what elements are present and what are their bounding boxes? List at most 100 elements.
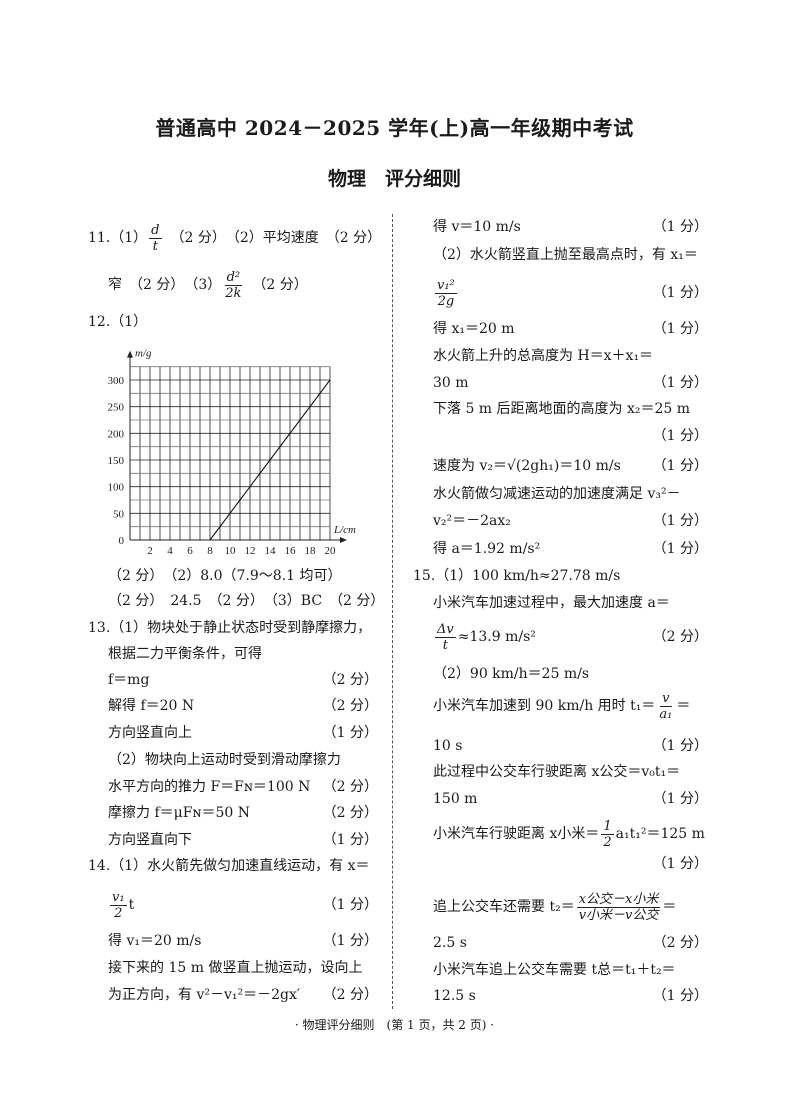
fraction-denominator: t [152, 238, 158, 254]
answer-text: v₂²＝－2ax₂ [433, 513, 511, 529]
answer-line: 小米汽车行驶距离 x小米＝ 1 2 a₁t₁²＝125 m [433, 819, 705, 850]
fraction-denominator: v小米－v公交 [578, 907, 659, 923]
answer-line: 速度为 v₂＝√(2gh₁)＝10 m/s [433, 455, 621, 477]
y-axis-arrow-icon [127, 350, 133, 358]
answer-text: ＝ [662, 899, 677, 915]
fraction-numerator: d² [224, 269, 243, 286]
answer-line: 窄 （2 分） （3） d² 2k （2 分） [108, 270, 308, 301]
answer-line: （2）90 km/h＝25 m/s [433, 663, 589, 685]
answer-text: 窄 （2 分） （3） [108, 277, 222, 293]
mass-length-chart: 2 4 6 8 10 12 14 16 18 20050100150200250300m/gL/c… [108, 348, 357, 557]
score-label: （2 分） [322, 987, 378, 1003]
score-label: （1 分） [652, 988, 708, 1004]
answer-text: 30 m [433, 375, 469, 391]
answer-text: 水平方向的推力 F＝Fɴ＝100 N [108, 779, 311, 795]
answer-line: 摩擦力 f＝μFɴ＝50 N [108, 802, 250, 824]
answer-text: 得 v₁＝20 m/s [108, 933, 202, 949]
answer-line: （2 分） （2）8.0（7.9～8.1 均可） [108, 565, 342, 587]
fraction-numerator: Δv [435, 621, 456, 638]
answer-line: 150 m [433, 788, 477, 810]
answer-text: （2 分） 24.5 （2 分） （3）BC （2 分） [108, 593, 385, 609]
fraction: Δv t [435, 622, 456, 653]
score-label: （1 分） [322, 725, 378, 741]
answer-text: 10 s [433, 738, 463, 754]
fraction-numerator: x公交－x小米 [576, 891, 661, 908]
answer-text: （2 分） （2）8.0（7.9～8.1 均可） [108, 568, 342, 584]
answer-text: 小米汽车行驶距离 x小米＝ [433, 826, 600, 842]
fraction-denominator: 2 [114, 905, 123, 921]
answer-line: 11.（1） d t （2 分） （2）平均速度 （2 分） [88, 223, 382, 254]
answer-line: 接下来的 15 m 做竖直上抛运动，设向上 [108, 957, 362, 979]
fraction: d² 2k [223, 270, 243, 301]
answer-line: f＝mg [108, 669, 149, 691]
fraction-denominator: 2g [437, 293, 455, 309]
answer-text: 13.（1）物块处于静止状态时受到静摩擦力， [88, 620, 372, 636]
score-label: （1 分） [652, 541, 708, 557]
answer-text: 得 x₁＝20 m [433, 321, 515, 337]
answer-text: 小米汽车追上公交车需要 t总＝t₁＋t₂＝ [433, 962, 676, 978]
y-axis-label: m/g [135, 348, 152, 360]
fraction-denominator: t [442, 637, 448, 653]
x-tick-label: 14 [265, 545, 277, 557]
answer-line: 小米汽车追上公交车需要 t总＝t₁＋t₂＝ [433, 959, 676, 981]
answer-text: 方向竖直向上 [108, 725, 192, 741]
answer-line: 下落 5 m 后距离地面的高度为 x₂＝25 m [433, 398, 690, 420]
x-axis-arrow-icon [340, 537, 347, 543]
fraction-numerator: v₁ [110, 889, 127, 906]
answer-text: 根据二力平衡条件，可得 [108, 646, 262, 662]
answer-line: 30 m [433, 372, 469, 394]
score-label: （2 分） [322, 779, 378, 795]
answer-line: 为正方向，有 v²－v₁²＝－2gx′ [108, 984, 300, 1006]
x-tick-label: 2 [147, 545, 153, 557]
answer-text: ＝ [676, 698, 691, 714]
answer-line: 此过程中公交车行驶距离 x公交＝v₀t₁＝ [433, 761, 680, 783]
y-tick-label: 200 [108, 428, 125, 440]
answer-line: v₁² 2g [433, 278, 459, 309]
answer-text: 追上公交车还需要 t₂＝ [433, 899, 575, 915]
answer-line: 14.（1）水火箭先做匀加速直线运动，有 x＝ [88, 855, 370, 877]
y-tick-label: 150 [108, 455, 125, 467]
answer-text: 此过程中公交车行驶距离 x公交＝v₀t₁＝ [433, 764, 681, 780]
score-label: （2 分） [322, 698, 378, 714]
answer-line: 追上公交车还需要 t₂＝ x公交－x小米 v小米－v公交＝ [433, 892, 677, 923]
answer-line: 得 a＝1.92 m/s² [433, 538, 540, 560]
answer-text: 解得 f＝20 N [108, 698, 195, 714]
fraction-denominator: 2 [603, 834, 612, 850]
answer-line: 12.（1） [88, 311, 147, 333]
y-tick-label: 0 [119, 535, 125, 547]
answer-line: 13.（1）物块处于静止状态时受到静摩擦力， [88, 617, 371, 639]
answer-text: 下落 5 m 后距离地面的高度为 x₂＝25 m [433, 401, 691, 417]
page-title: 普通高中 2024－2025 学年(上)高一年级期中考试 [155, 116, 634, 140]
answer-line: 根据二力平衡条件，可得 [108, 643, 262, 665]
answer-line: 水火箭上升的总高度为 H＝x＋x₁＝ [433, 345, 653, 367]
score-label: （2 分） [322, 672, 378, 688]
answer-text: 14.（1）水火箭先做匀加速直线运动，有 x＝ [88, 858, 370, 874]
fraction-numerator: 1 [601, 818, 614, 835]
answer-text: 摩擦力 f＝μFɴ＝50 N [108, 805, 251, 821]
answer-line: 小米汽车加速到 90 km/h 用时 t₁＝ v a₁ ＝ [433, 691, 691, 722]
answer-text: （2）水火箭竖直上抛至最高点时，有 x₁＝ [433, 247, 698, 263]
score-label: （1 分） [322, 832, 378, 848]
answer-text: ≈13.9 m/s² [457, 629, 536, 645]
y-tick-label: 300 [108, 375, 125, 387]
answer-text: 得 v＝10 m/s [433, 219, 521, 235]
answer-text: （2 分） [245, 277, 308, 293]
answer-text: （2 分） （2）平均速度 （2 分） [163, 230, 382, 246]
y-tick-label: 100 [108, 482, 125, 494]
x-tick-label: 16 [285, 545, 297, 557]
answer-line: （2）物块向上运动时受到滑动摩擦力 [108, 749, 341, 771]
answer-text: f＝mg [108, 672, 150, 688]
page-footer: · 物理评分细则 (第 1 页，共 2 页) · [294, 1018, 495, 1032]
answer-line: 解得 f＝20 N [108, 695, 194, 717]
answer-text: 150 m [433, 791, 478, 807]
answer-text: （2）90 km/h＝25 m/s [433, 666, 590, 682]
x-tick-label: 18 [305, 545, 317, 557]
answer-text: 为正方向，有 v²－v₁²＝－2gx′ [108, 987, 301, 1003]
answer-line: 10 s [433, 735, 462, 757]
x-tick-label: 6 [187, 545, 193, 557]
x-tick-label: 12 [245, 545, 256, 557]
score-label: （1 分） [322, 897, 378, 913]
score-label: （1 分） [652, 791, 708, 807]
